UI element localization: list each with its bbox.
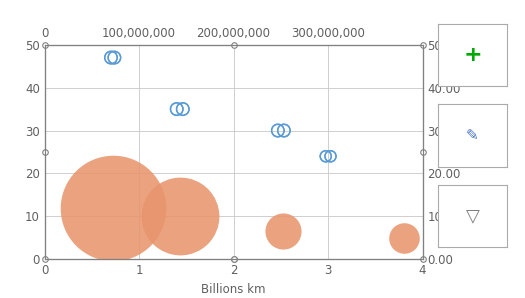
Point [178,107,187,111]
Point [280,128,288,133]
Point [107,55,115,60]
Point [110,55,119,60]
Text: ▽: ▽ [466,207,479,225]
Point [280,128,288,133]
Point [400,235,408,240]
Point [274,128,282,133]
Point [173,107,181,111]
Point [326,154,334,159]
Point [110,55,119,60]
Point [173,107,181,111]
Point [175,214,184,219]
Point [109,205,117,210]
Point [321,154,330,159]
Text: +: + [463,45,482,65]
Point [178,107,187,111]
Point [274,128,282,133]
Point [326,154,334,159]
Text: ✎: ✎ [466,128,479,143]
Point [107,55,115,60]
Point [279,229,287,234]
Point [321,154,330,159]
X-axis label: Billions km: Billions km [202,283,266,296]
